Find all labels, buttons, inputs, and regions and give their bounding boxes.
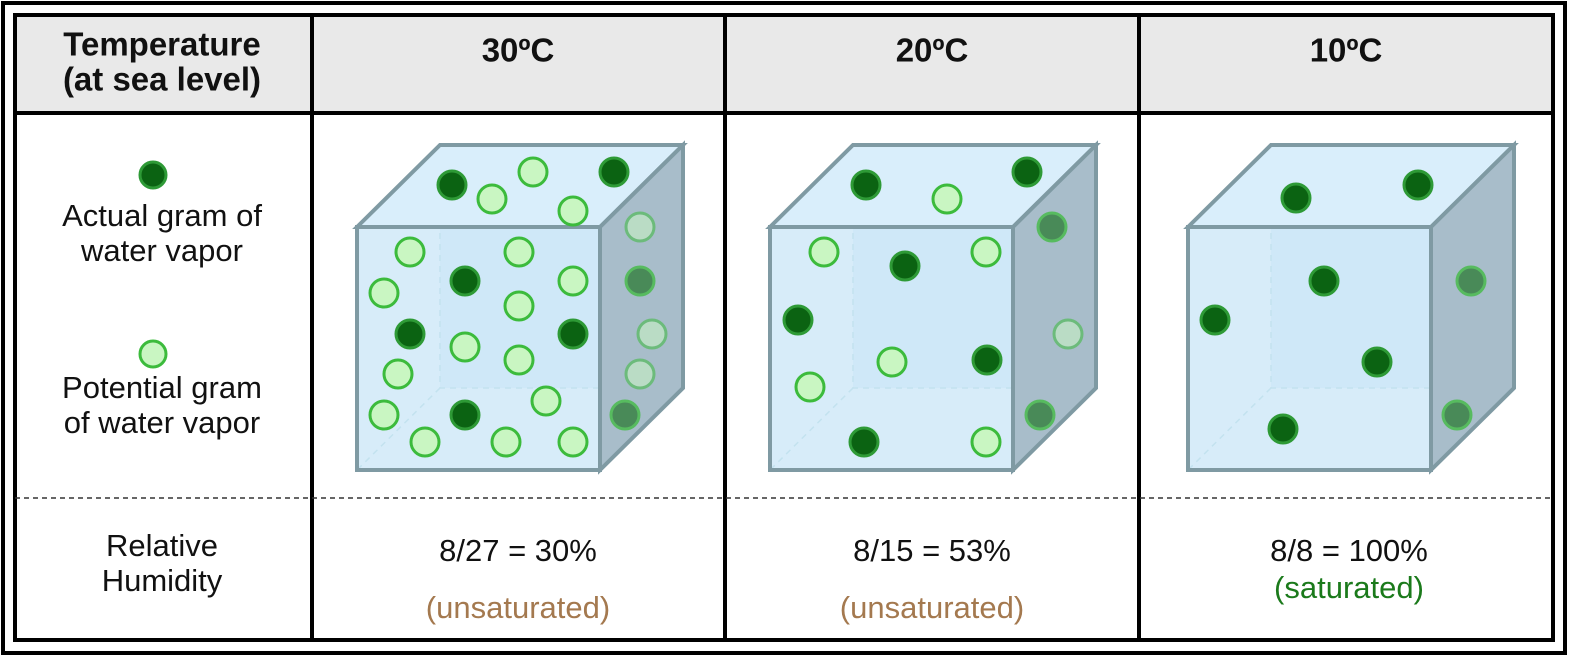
legend-label: water vapor [80, 233, 243, 268]
cube-side [1429, 140, 1516, 475]
actual-dot [449, 265, 481, 297]
actual-dot [1024, 399, 1056, 431]
humidity-formula: 8/15 = 53% [853, 533, 1011, 568]
cube-side [1011, 140, 1098, 475]
header-row [15, 15, 1553, 113]
humidity-status: (unsaturated) [426, 590, 610, 625]
humidity-label: Humidity [102, 563, 223, 598]
potential-dot [449, 331, 481, 363]
legend-label: Actual gram of [62, 198, 262, 233]
potential-dot [557, 195, 589, 227]
potential-dot [636, 318, 668, 350]
table-border [13, 13, 1555, 642]
cube-front [1186, 225, 1433, 472]
actual-dot [1280, 182, 1312, 214]
actual-dot [1402, 169, 1434, 201]
column-header: 10ºC [1310, 32, 1383, 69]
potential-dot [1052, 318, 1084, 350]
actual-dot [889, 250, 921, 282]
potential-dot [394, 236, 426, 268]
potential-dot [876, 346, 908, 378]
actual-dot [436, 169, 468, 201]
cube-side [598, 140, 685, 475]
actual-dot [449, 399, 481, 431]
potential-dot [970, 426, 1002, 458]
potential-dot [808, 236, 840, 268]
actual-dot [1011, 156, 1043, 188]
actual-dot [1441, 399, 1473, 431]
actual-dot [598, 156, 630, 188]
column-header: 30ºC [482, 32, 555, 69]
actual-dot [971, 344, 1003, 376]
actual-dot [557, 318, 589, 350]
actual-dot [624, 265, 656, 297]
actual-dot [1361, 346, 1393, 378]
actual-dot [1267, 413, 1299, 445]
potential-dot [503, 344, 535, 376]
humidity-label: Relative [106, 528, 218, 563]
actual-dot [1455, 265, 1487, 297]
actual-dot [850, 169, 882, 201]
legend-label: Potential gram [62, 370, 262, 405]
potential-dot [503, 236, 535, 268]
column-header: 20ºC [896, 32, 969, 69]
potential-dot [530, 385, 562, 417]
potential-dot [382, 358, 414, 390]
actual-dot [1036, 211, 1068, 243]
potential-dot [557, 265, 589, 297]
potential-legend-dot [138, 339, 168, 369]
header-label: (at sea level) [63, 61, 261, 98]
potential-dot [503, 290, 535, 322]
potential-dot [931, 183, 963, 215]
potential-dot [624, 358, 656, 390]
potential-dot [368, 277, 400, 309]
legend-label: of water vapor [64, 405, 260, 440]
actual-dot [782, 304, 814, 336]
potential-dot [517, 156, 549, 188]
humidity-formula: 8/8 = 100% [1270, 533, 1428, 568]
potential-dot [368, 399, 400, 431]
potential-dot [624, 211, 656, 243]
potential-dot [970, 236, 1002, 268]
potential-dot [490, 426, 522, 458]
cubes [352, 140, 1519, 475]
actual-dot [1199, 304, 1231, 336]
potential-dot [794, 371, 826, 403]
humidity-status: (unsaturated) [840, 590, 1024, 625]
potential-dot [409, 426, 441, 458]
actual-dot [848, 426, 880, 458]
actual-legend-dot [138, 160, 168, 190]
actual-dot [394, 318, 426, 350]
actual-dot [1308, 265, 1340, 297]
humidity-status: (saturated) [1274, 570, 1424, 605]
header-label: Temperature [63, 26, 260, 63]
potential-dot [557, 426, 589, 458]
potential-dot [476, 183, 508, 215]
humidity-formula: 8/27 = 30% [439, 533, 597, 568]
actual-dot [609, 399, 641, 431]
